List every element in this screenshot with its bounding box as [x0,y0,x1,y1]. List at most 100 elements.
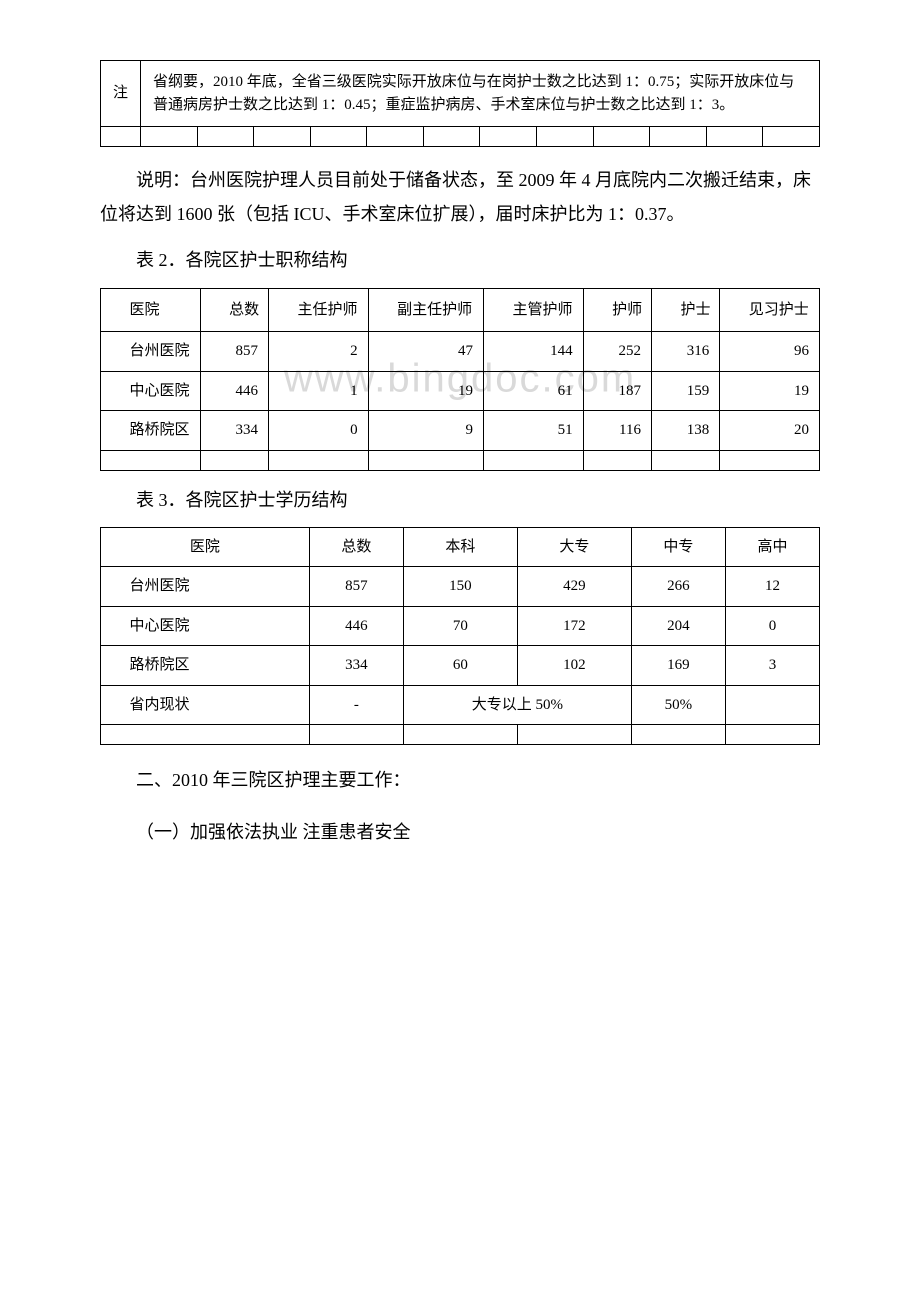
data-cell: 429 [517,567,631,607]
data-cell: 150 [403,567,517,607]
hospital-name-cell: 路桥院区 [101,411,201,451]
data-cell: 138 [651,411,719,451]
section-heading-2-1: （一）加强依法执业 注重患者安全 [100,815,820,849]
data-cell: 116 [583,411,651,451]
table3-header-cell: 中专 [631,527,725,567]
empty-cell [706,127,763,147]
data-cell: 204 [631,606,725,646]
empty-cell [141,127,198,147]
data-cell: 169 [631,646,725,686]
data-cell: 19 [368,371,483,411]
data-cell: 9 [368,411,483,451]
hospital-name-cell: 台州医院 [101,567,310,607]
table3-caption: 表 3．各院区护士学历结构 [100,483,820,517]
data-cell: 3 [725,646,819,686]
table-row: 台州医院85715042926612 [101,567,820,607]
hospital-name-cell: 中心医院 [101,371,201,411]
data-cell: 51 [483,411,583,451]
table2-header-cell: 主管护师 [483,288,583,332]
empty-cell [200,450,268,470]
data-cell: 172 [517,606,631,646]
hospital-name-cell: 中心医院 [101,606,310,646]
note-table: 注 省纲要，2010 年底，全省三级医院实际开放床位与在岗护士数之比达到 1：0… [100,60,820,147]
empty-cell [101,450,201,470]
data-cell: 19 [720,371,820,411]
note-label: 注 [101,61,141,127]
table3-header-cell: 大专 [517,527,631,567]
status-label-cell: 省内现状 [101,685,310,725]
table3-nurse-education-structure: 医院总数本科大专中专高中 台州医院85715042926612中心医院44670… [100,527,820,746]
table2-header-cell: 护师 [583,288,651,332]
table3-header-row: 医院总数本科大专中专高中 [101,527,820,567]
empty-cell [536,127,593,147]
empty-cell [101,725,310,745]
table2-header-cell: 护士 [651,288,719,332]
empty-cell [763,127,820,147]
table2-nurse-title-structure: 医院总数主任护师副主任护师主管护师护师护士见习护士 台州医院8572471442… [100,288,820,471]
empty-cell [650,127,707,147]
data-cell: 334 [200,411,268,451]
table-row: 路桥院区334601021693 [101,646,820,686]
section-heading-2: 二、2010 年三院区护理主要工作： [100,763,820,797]
note-row: 注 省纲要，2010 年底，全省三级医院实际开放床位与在岗护士数之比达到 1：0… [101,61,820,127]
table3-header-cell: 高中 [725,527,819,567]
paragraph-explanation: 说明：台州医院护理人员目前处于储备状态，至 2009 年 4 月底院内二次搬迁结… [100,163,820,231]
empty-cell [483,450,583,470]
status-total-cell: - [309,685,403,725]
note-text: 省纲要，2010 年底，全省三级医院实际开放床位与在岗护士数之比达到 1：0.7… [141,61,820,127]
empty-cell [269,450,369,470]
table2-header-cell: 见习护士 [720,288,820,332]
table2-header-cell: 总数 [200,288,268,332]
table3-header-cell: 总数 [309,527,403,567]
data-cell: 47 [368,332,483,372]
empty-cell [367,127,424,147]
empty-row [101,127,820,147]
empty-cell [720,450,820,470]
table-row: 中心医院446701722040 [101,606,820,646]
data-cell: 0 [269,411,369,451]
empty-cell [197,127,254,147]
table2-header-cell: 主任护师 [269,288,369,332]
empty-cell [631,725,725,745]
table3-status-row: 省内现状-大专以上 50%50% [101,685,820,725]
empty-cell [254,127,311,147]
data-cell: 857 [309,567,403,607]
table2-header-cell: 医院 [101,288,201,332]
data-cell: 446 [309,606,403,646]
table2-caption: 表 2．各院区护士职称结构 [100,243,820,277]
data-cell: 0 [725,606,819,646]
data-cell: 61 [483,371,583,411]
data-cell: 144 [483,332,583,372]
table3-header-cell: 医院 [101,527,310,567]
table-row: 台州医院85724714425231696 [101,332,820,372]
data-cell: 334 [309,646,403,686]
data-cell: 252 [583,332,651,372]
table2-header-row: 医院总数主任护师副主任护师主管护师护师护士见习护士 [101,288,820,332]
empty-cell [725,725,819,745]
empty-cell [368,450,483,470]
empty-cell [517,725,631,745]
data-cell: 96 [720,332,820,372]
data-cell: 316 [651,332,719,372]
data-cell: 2 [269,332,369,372]
data-cell: 60 [403,646,517,686]
table-row: 中心医院4461196118715919 [101,371,820,411]
empty-cell [309,725,403,745]
empty-cell [310,127,367,147]
status-merged-cell: 50% [631,685,725,725]
empty-cell [583,450,651,470]
empty-cell [593,127,650,147]
data-cell: 70 [403,606,517,646]
empty-cell [403,725,517,745]
empty-cell [651,450,719,470]
table3-empty-row [101,725,820,745]
data-cell: 159 [651,371,719,411]
data-cell: 1 [269,371,369,411]
table-row: 路桥院区334095111613820 [101,411,820,451]
table2-header-cell: 副主任护师 [368,288,483,332]
status-merged-cell: 大专以上 50% [403,685,631,725]
data-cell: 857 [200,332,268,372]
data-cell: 12 [725,567,819,607]
data-cell: 187 [583,371,651,411]
data-cell: 20 [720,411,820,451]
